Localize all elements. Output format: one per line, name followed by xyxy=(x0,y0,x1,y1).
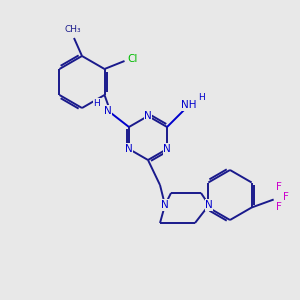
Text: CH₃: CH₃ xyxy=(65,25,81,34)
Text: F: F xyxy=(276,202,282,212)
Text: N: N xyxy=(104,106,112,116)
Text: F: F xyxy=(283,193,289,202)
Text: NH: NH xyxy=(181,100,197,110)
Text: N: N xyxy=(144,111,152,121)
Text: H: H xyxy=(94,98,100,107)
Text: N: N xyxy=(163,144,171,154)
Text: F: F xyxy=(276,182,282,193)
Text: N: N xyxy=(125,144,133,154)
Text: N: N xyxy=(205,200,213,210)
Text: Cl: Cl xyxy=(127,54,138,64)
Text: N: N xyxy=(161,200,169,210)
Text: H: H xyxy=(198,92,204,101)
